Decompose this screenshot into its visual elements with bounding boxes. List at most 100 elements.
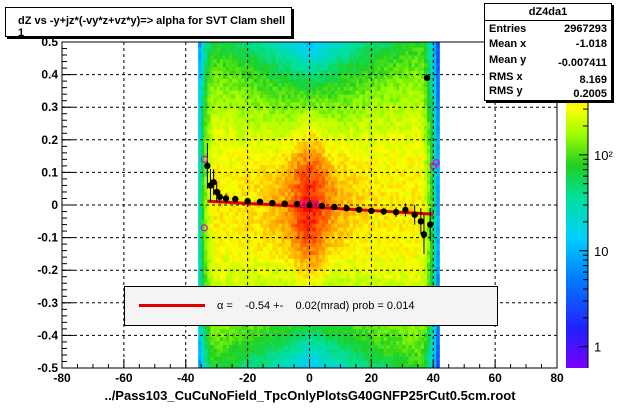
heatmap-cell [247,188,252,193]
heatmap-cell [300,98,304,103]
heatmap-cell [346,231,351,236]
heatmap-cell [377,219,382,224]
heatmap-cell [306,66,310,72]
heatmap-cell [281,324,286,330]
heatmap-cell [334,274,338,279]
heatmap-cell [222,105,227,111]
heatmap-cell [229,262,233,267]
heatmap-cell [371,62,375,68]
heatmap-cell [362,148,366,154]
heatmap-cell [355,172,360,177]
heatmap-cell [377,238,382,244]
heatmap-cell [247,105,252,111]
heatmap-cell [346,78,351,83]
heatmap-cell [312,152,317,158]
heatmap-cell [204,148,208,154]
heatmap-cell [216,78,221,83]
heatmap-cell [219,133,224,138]
heatmap-cell [244,270,249,275]
heatmap-cell [340,211,344,216]
heatmap-cell [377,348,382,353]
heatmap-cell [213,184,218,189]
heatmap-cell [318,324,323,330]
heatmap-cell [213,215,218,220]
heatmap-cell [318,231,323,236]
heatmap-cell [343,364,348,368]
heatmap-cell [263,98,267,103]
heatmap-cell [343,74,348,79]
heatmap-cell [266,211,270,216]
heatmap-cell [365,105,369,111]
heatmap-cell [362,184,366,189]
heatmap-cell [365,125,369,130]
heatmap-cell [244,43,249,48]
heatmap-cell [371,336,375,342]
heatmap-cell [263,340,267,345]
heatmap-cell [346,105,351,111]
heatmap-cell [210,121,214,126]
heatmap-cell [250,188,255,193]
heatmap-cell [362,270,366,275]
heatmap-cell [334,109,338,115]
heatmap-cell [337,98,341,103]
heatmap-cell [340,336,344,342]
heatmap-cell [371,356,375,361]
heatmap-cell [337,356,341,361]
heatmap-cell [368,164,372,169]
heatmap-cell [241,98,245,103]
heatmap-cell [303,74,307,79]
heatmap-cell [201,47,205,52]
heatmap-cell [315,332,320,338]
heatmap-cell [232,266,236,271]
heatmap-cell [309,156,313,162]
heatmap-cell [303,360,307,365]
heatmap-cell [201,203,205,209]
heatmap-cell [328,336,332,342]
heatmap-cell [294,356,298,361]
heatmap-cell [210,188,214,193]
heatmap-cell [355,254,360,259]
heatmap-cell [349,105,354,111]
heatmap-cell [229,148,233,154]
heatmap-cell [222,180,227,185]
heatmap-cell [371,43,375,48]
heatmap-cell [232,227,236,232]
heatmap-cell [219,74,224,79]
heatmap-cell [315,324,320,330]
heatmap-cell [198,207,202,212]
heatmap-cell [250,344,255,349]
heatmap-cell [294,234,298,240]
heatmap-cell [213,262,218,267]
heatmap-cell [278,62,283,68]
heatmap-cell [324,324,329,330]
heatmap-cell [359,184,363,189]
heatmap-cell [303,364,307,368]
heatmap-cell [331,246,335,252]
heatmap-cell [352,90,357,95]
heatmap-cell [244,340,249,345]
heatmap-cell [269,156,273,162]
heatmap-cell [290,364,295,368]
heatmap-cell [324,160,329,165]
heatmap-cell [235,356,239,361]
heatmap-cell [377,278,382,283]
heatmap-cell [269,340,273,345]
heatmap-cell [275,133,279,138]
heatmap-cell [371,231,375,236]
heatmap-cell [334,336,338,342]
heatmap-cell [328,274,332,279]
heatmap-cell [374,66,378,72]
heatmap-cell [241,223,245,228]
heatmap-cell [290,195,295,201]
heatmap-cell [294,242,298,248]
heatmap-cell [334,172,338,177]
heatmap-cell [340,82,344,87]
heatmap-cell [290,58,295,64]
heatmap-cell [365,203,369,209]
heatmap-cell [355,145,360,150]
heatmap-cell [318,164,323,169]
heatmap-cell [204,62,208,68]
heatmap-cell [269,262,273,267]
heatmap-cell [365,258,369,263]
heatmap-cell [374,270,378,275]
